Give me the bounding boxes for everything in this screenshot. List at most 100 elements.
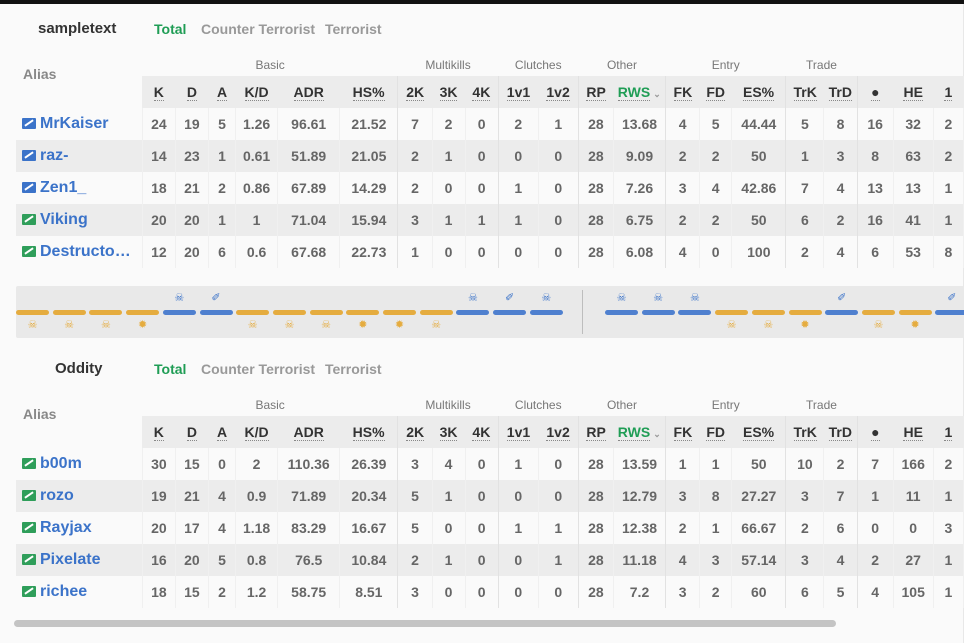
- tab-total[interactable]: Total: [154, 21, 187, 37]
- tab-terrorist[interactable]: Terrorist: [325, 21, 382, 37]
- column-header-c1v1[interactable]: 1v1: [498, 76, 539, 108]
- stat-k: 20: [142, 512, 176, 544]
- round-ct-win[interactable]: [825, 310, 859, 315]
- column-label: 1v2: [546, 84, 570, 101]
- column-header-fd[interactable]: FD: [699, 416, 732, 448]
- round-ct-win[interactable]: [605, 310, 638, 315]
- stat-c1v2: 0: [538, 204, 579, 236]
- round-t-win[interactable]: [236, 310, 270, 315]
- column-header-adr[interactable]: ADR: [277, 76, 340, 108]
- round-t-win[interactable]: [861, 310, 895, 315]
- column-header-fk[interactable]: FK: [665, 76, 700, 108]
- column-header-k[interactable]: K: [142, 76, 176, 108]
- round-t-win[interactable]: [751, 310, 785, 315]
- column-header-grenade[interactable]: ●: [857, 76, 894, 108]
- round-t-win[interactable]: [52, 310, 86, 315]
- column-header-fd[interactable]: FD: [699, 76, 732, 108]
- round-t-win[interactable]: [309, 310, 343, 315]
- column-header-d[interactable]: D: [175, 76, 209, 108]
- round-t-win[interactable]: [272, 310, 306, 315]
- column-header-rws[interactable]: RWS ⌄: [613, 76, 667, 108]
- tab-total[interactable]: Total: [154, 361, 187, 377]
- column-header-more[interactable]: 1: [933, 76, 964, 108]
- column-header-hs[interactable]: HS%: [339, 76, 399, 108]
- round-ct-win[interactable]: [641, 310, 675, 315]
- column-label: A: [216, 424, 228, 441]
- round-t-win[interactable]: [126, 310, 160, 315]
- column-header-hs[interactable]: HS%: [339, 416, 399, 448]
- stat-nade: 7: [857, 448, 894, 480]
- column-header-trd[interactable]: TrD: [823, 76, 858, 108]
- round-ct-win[interactable]: [199, 310, 233, 315]
- player-alias[interactable]: Viking: [16, 204, 143, 236]
- round-ct-win[interactable]: [162, 310, 196, 315]
- round-ct-win[interactable]: [456, 310, 490, 315]
- round-t-win[interactable]: [788, 310, 822, 315]
- column-header-es[interactable]: ES%: [731, 416, 787, 448]
- stat-rp: 28: [578, 544, 614, 576]
- column-header-rws[interactable]: RWS ⌄: [613, 416, 667, 448]
- column-header-fk[interactable]: FK: [665, 416, 700, 448]
- player-alias[interactable]: raz-: [16, 140, 143, 172]
- round-ct-win[interactable]: [678, 310, 712, 315]
- column-header-trk[interactable]: TrK: [785, 76, 824, 108]
- column-header-he[interactable]: HE: [893, 76, 934, 108]
- skull-icon: ☠: [27, 319, 38, 331]
- player-alias[interactable]: Rayjax: [16, 512, 143, 544]
- stat-rp: 28: [578, 140, 614, 172]
- column-header-c1v1[interactable]: 1v1: [498, 416, 539, 448]
- column-header-k3[interactable]: 3K: [432, 416, 466, 448]
- player-alias[interactable]: MrKaiser: [16, 108, 143, 140]
- round-ct-win[interactable]: [493, 310, 527, 315]
- player-alias[interactable]: richee: [16, 576, 143, 608]
- team-stats-table: Basic Multikills Clutches Other Entry Trade Al…: [16, 394, 964, 608]
- round-t-win[interactable]: [16, 310, 49, 315]
- player-alias[interactable]: rozo: [16, 480, 143, 512]
- column-header-a[interactable]: A: [208, 416, 236, 448]
- column-header-rp[interactable]: RP: [578, 76, 614, 108]
- column-header-c1v2[interactable]: 1v2: [538, 76, 579, 108]
- column-header-es[interactable]: ES%: [731, 76, 787, 108]
- stat-trk: 2: [785, 236, 825, 268]
- column-header-rp[interactable]: RP: [578, 416, 614, 448]
- column-header-k2[interactable]: 2K: [397, 76, 432, 108]
- stat-k2: 1: [397, 236, 433, 268]
- player-alias[interactable]: DestructoDisk: [16, 236, 143, 268]
- column-header-k4[interactable]: 4K: [465, 416, 499, 448]
- column-header-kd[interactable]: K/D: [235, 76, 278, 108]
- round-t-win[interactable]: [383, 310, 416, 315]
- player-alias[interactable]: Pixelate: [16, 544, 143, 576]
- round-ct-win[interactable]: [529, 310, 563, 315]
- column-header-k[interactable]: K: [142, 416, 176, 448]
- round-t-win[interactable]: [346, 310, 380, 315]
- stat-rp: 28: [578, 448, 614, 480]
- player-alias[interactable]: Zen1_: [16, 172, 143, 204]
- tab-counter-terrorist[interactable]: Counter Terrorist: [201, 21, 316, 37]
- column-header-kd[interactable]: K/D: [235, 416, 278, 448]
- tab-counter-terrorist[interactable]: Counter Terrorist: [201, 361, 316, 377]
- round-t-win[interactable]: [715, 310, 749, 315]
- round-t-win[interactable]: [419, 310, 453, 315]
- stat-fk: 2: [665, 140, 701, 172]
- column-header-trk[interactable]: TrK: [785, 416, 824, 448]
- tab-terrorist[interactable]: Terrorist: [325, 361, 382, 377]
- column-header-c1v2[interactable]: 1v2: [538, 416, 579, 448]
- column-header-more[interactable]: 1: [933, 416, 964, 448]
- stat-kd: 0.9: [235, 480, 279, 512]
- column-header-a[interactable]: A: [208, 76, 236, 108]
- column-header-k3[interactable]: 3K: [432, 76, 466, 108]
- column-header-k4[interactable]: 4K: [465, 76, 499, 108]
- column-header-k2[interactable]: 2K: [397, 416, 432, 448]
- player-alias[interactable]: b00m: [16, 448, 143, 480]
- round-t-win[interactable]: [89, 310, 123, 315]
- column-header-d[interactable]: D: [175, 416, 209, 448]
- scrollbar-thumb[interactable]: [14, 620, 836, 627]
- round-t-win[interactable]: [898, 310, 932, 315]
- stat-he: 105: [893, 576, 934, 608]
- column-header-grenade[interactable]: ●: [857, 416, 894, 448]
- column-header-he[interactable]: HE: [893, 416, 934, 448]
- skull-icon: ☠: [64, 319, 75, 331]
- column-header-adr[interactable]: ADR: [277, 416, 340, 448]
- column-header-trd[interactable]: TrD: [823, 416, 858, 448]
- round-ct-win[interactable]: [935, 310, 964, 315]
